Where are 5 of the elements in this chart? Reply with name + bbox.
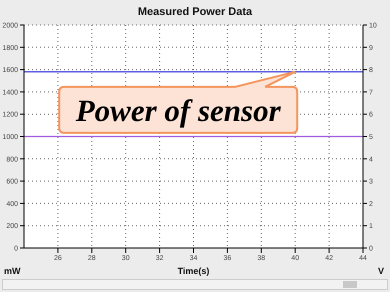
y-axis-title: mW	[4, 266, 20, 276]
x-axis-title: Time(s)	[178, 266, 210, 276]
chart-title: Measured Power Data	[136, 6, 254, 18]
y2-axis-title: V	[378, 266, 384, 276]
annotation: Power of sensor	[74, 92, 282, 128]
